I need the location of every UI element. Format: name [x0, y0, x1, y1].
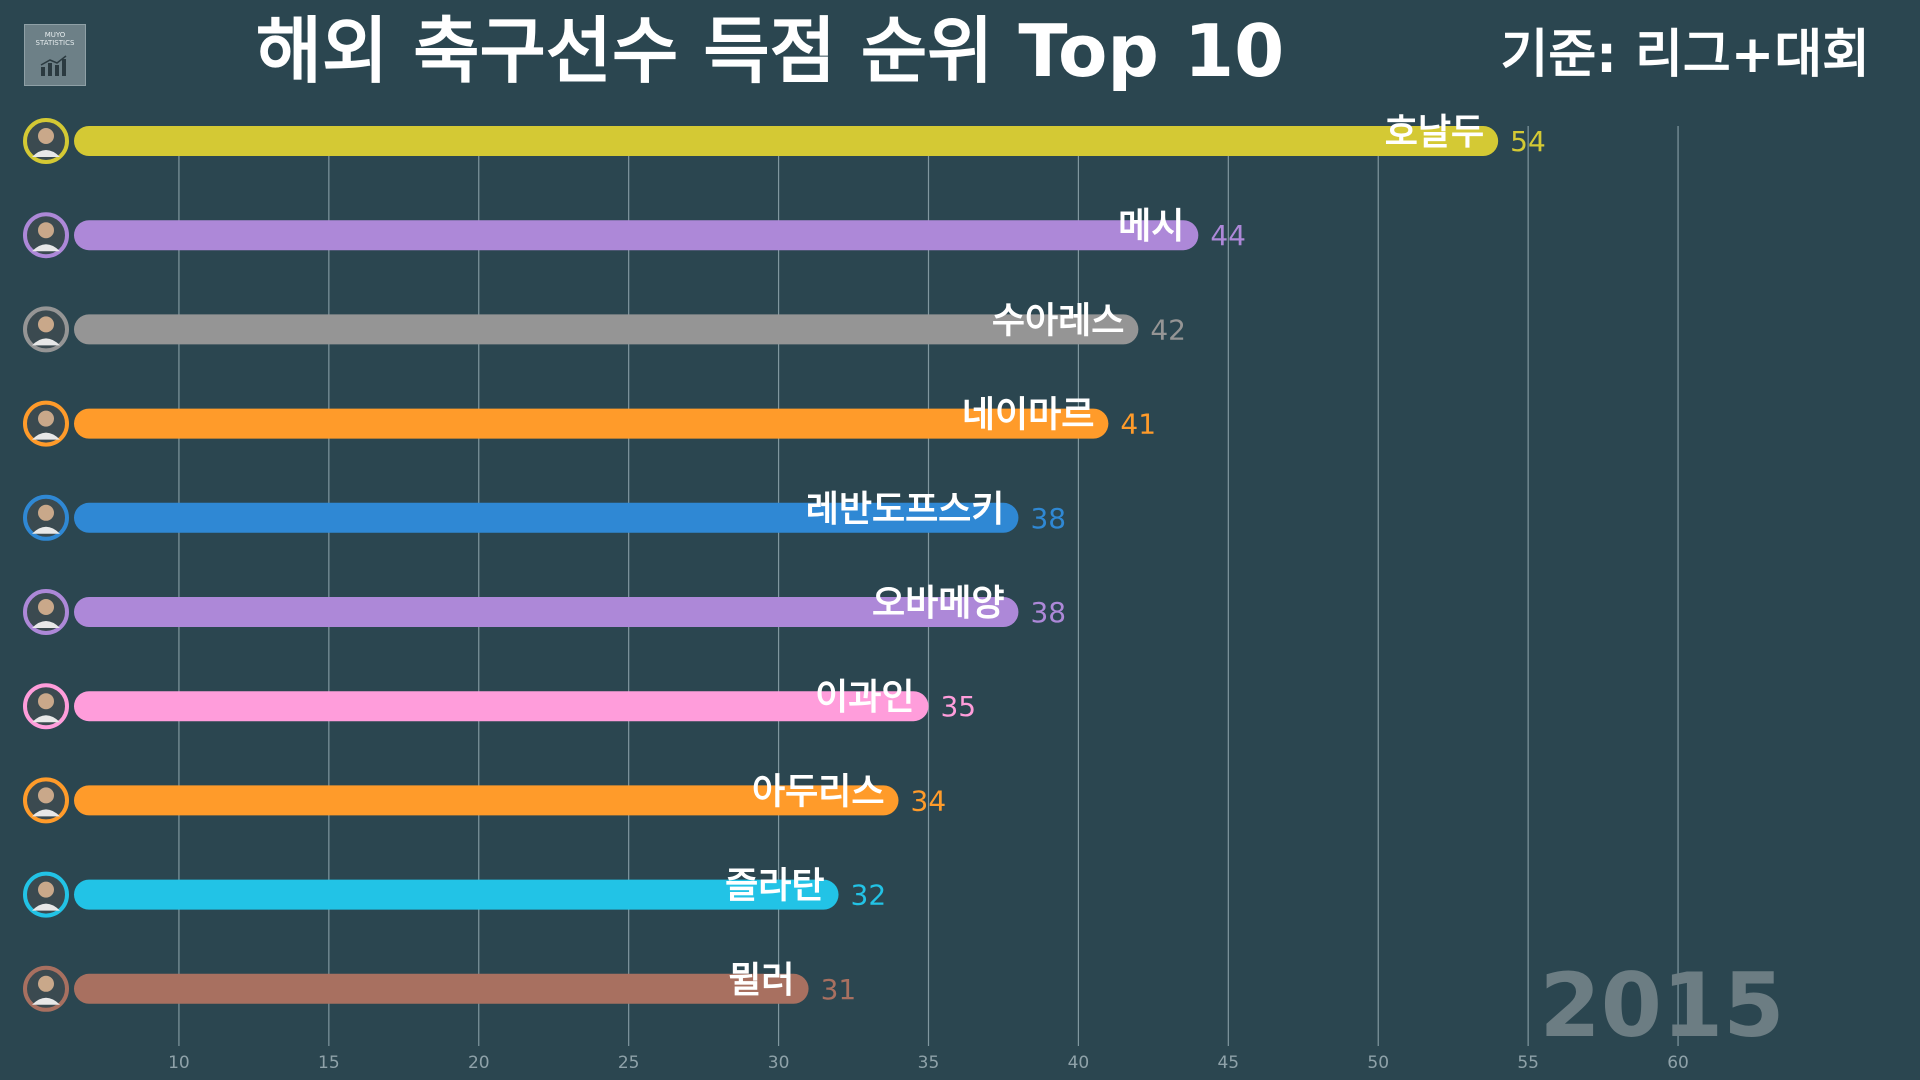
bar-value-label: 38: [1030, 502, 1066, 535]
year-label: 2015: [1540, 954, 1785, 1057]
bar: [74, 785, 899, 816]
player-avatar-face: [38, 316, 54, 333]
player-avatar-face: [38, 128, 54, 144]
player-avatar-face: [38, 222, 54, 239]
bar-value-label: 35: [940, 690, 976, 723]
x-tick-label: 50: [1367, 1053, 1389, 1073]
player-avatar-face: [38, 410, 54, 427]
bar-value-label: 44: [1210, 219, 1246, 252]
bar-value-label: 38: [1030, 596, 1066, 629]
bar: [74, 220, 1199, 251]
bar-value-label: 32: [851, 879, 887, 912]
chart-title: 해외 축구선수 득점 순위 Top 10: [255, 9, 1285, 93]
bar-name-label: 오바메양: [872, 583, 1004, 624]
bar-name-label: 아두리스: [752, 771, 884, 812]
criteria-label: 기준: 리그+대회: [1500, 25, 1870, 85]
player-avatar-body: [32, 997, 60, 1005]
bar-chart-icon: [40, 55, 67, 76]
bar-name-label: 뮐러: [728, 960, 794, 1001]
bar-value-label: 31: [821, 973, 857, 1006]
player-avatar-face: [38, 975, 54, 992]
bar-value-label: 42: [1150, 313, 1186, 346]
channel-logo: MUYO STATISTICS: [24, 24, 86, 86]
bar: [74, 973, 809, 1004]
bar-name-label: 레반도프스키: [806, 489, 1005, 530]
x-tick-label: 45: [1217, 1053, 1239, 1073]
player-avatar-body: [32, 715, 60, 723]
player-avatar-body: [32, 621, 60, 628]
player-avatar-face: [38, 504, 54, 521]
bar-name-label: 호날두: [1385, 112, 1484, 153]
player-avatar-body: [32, 526, 60, 534]
player-avatar-face: [38, 693, 54, 710]
x-tick-label: 30: [768, 1053, 790, 1073]
x-tick-label: 35: [918, 1053, 940, 1073]
player-avatar-body: [32, 338, 60, 346]
x-tick-label: 60: [1667, 1053, 1689, 1073]
bar-value-label: 34: [911, 784, 947, 817]
player-avatar-face: [38, 787, 54, 804]
bar-name-label: 즐라탄: [725, 866, 824, 907]
player-avatar-body: [32, 903, 60, 911]
x-tick-label: 10: [168, 1053, 190, 1073]
x-tick-label: 15: [318, 1053, 340, 1073]
player-avatar-body: [32, 150, 60, 157]
bar-name-label: 메시: [1118, 206, 1184, 247]
x-tick-label: 55: [1517, 1053, 1539, 1073]
bar: [74, 502, 1019, 533]
bar-name-label: 이과인: [815, 677, 914, 718]
player-avatar-face: [38, 599, 54, 615]
x-tick-label: 25: [618, 1053, 640, 1073]
bar: [74, 126, 1499, 156]
player-avatar-face: [38, 881, 54, 898]
bar: [74, 691, 929, 722]
player-avatar-body: [32, 432, 60, 440]
bar-value-label: 41: [1120, 408, 1156, 441]
bar: [74, 408, 1109, 439]
player-avatar-body: [32, 244, 60, 252]
bar-name-label: 수아레스: [992, 300, 1124, 341]
x-tick-label: 40: [1068, 1053, 1090, 1073]
player-avatar-body: [32, 809, 60, 817]
bar: [74, 879, 839, 910]
bar-value-label: 54: [1510, 125, 1546, 158]
bar-name-label: 네이마르: [962, 395, 1094, 436]
logo-text: MUYO STATISTICS: [35, 31, 75, 47]
bar: [74, 314, 1139, 345]
x-tick-label: 20: [468, 1053, 490, 1073]
bar: [74, 597, 1019, 627]
